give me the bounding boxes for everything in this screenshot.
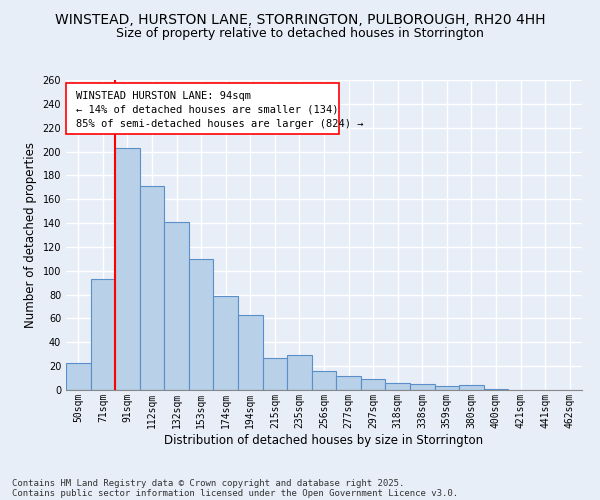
Bar [238,315,263,390]
Text: 85% of semi-detached houses are larger (824) →: 85% of semi-detached houses are larger (… [76,118,364,128]
Bar [287,356,312,390]
Bar [312,371,336,390]
Text: ← 14% of detached houses are smaller (134): ← 14% of detached houses are smaller (13… [76,105,339,115]
Bar [385,383,410,390]
Bar [459,385,484,390]
X-axis label: Distribution of detached houses by size in Storrington: Distribution of detached houses by size … [164,434,484,446]
FancyBboxPatch shape [66,83,340,134]
Bar [164,222,189,390]
Bar [263,358,287,390]
Text: Size of property relative to detached houses in Storrington: Size of property relative to detached ho… [116,28,484,40]
Bar [115,148,140,390]
Bar [484,389,508,390]
Bar [361,380,385,390]
Y-axis label: Number of detached properties: Number of detached properties [24,142,37,328]
Text: Contains public sector information licensed under the Open Government Licence v3: Contains public sector information licen… [12,488,458,498]
Bar [410,384,434,390]
Bar [434,386,459,390]
Bar [91,279,115,390]
Text: Contains HM Land Registry data © Crown copyright and database right 2025.: Contains HM Land Registry data © Crown c… [12,478,404,488]
Text: WINSTEAD, HURSTON LANE, STORRINGTON, PULBOROUGH, RH20 4HH: WINSTEAD, HURSTON LANE, STORRINGTON, PUL… [55,12,545,26]
Bar [214,296,238,390]
Bar [336,376,361,390]
Text: WINSTEAD HURSTON LANE: 94sqm: WINSTEAD HURSTON LANE: 94sqm [76,91,251,101]
Bar [66,362,91,390]
Bar [140,186,164,390]
Bar [189,259,214,390]
